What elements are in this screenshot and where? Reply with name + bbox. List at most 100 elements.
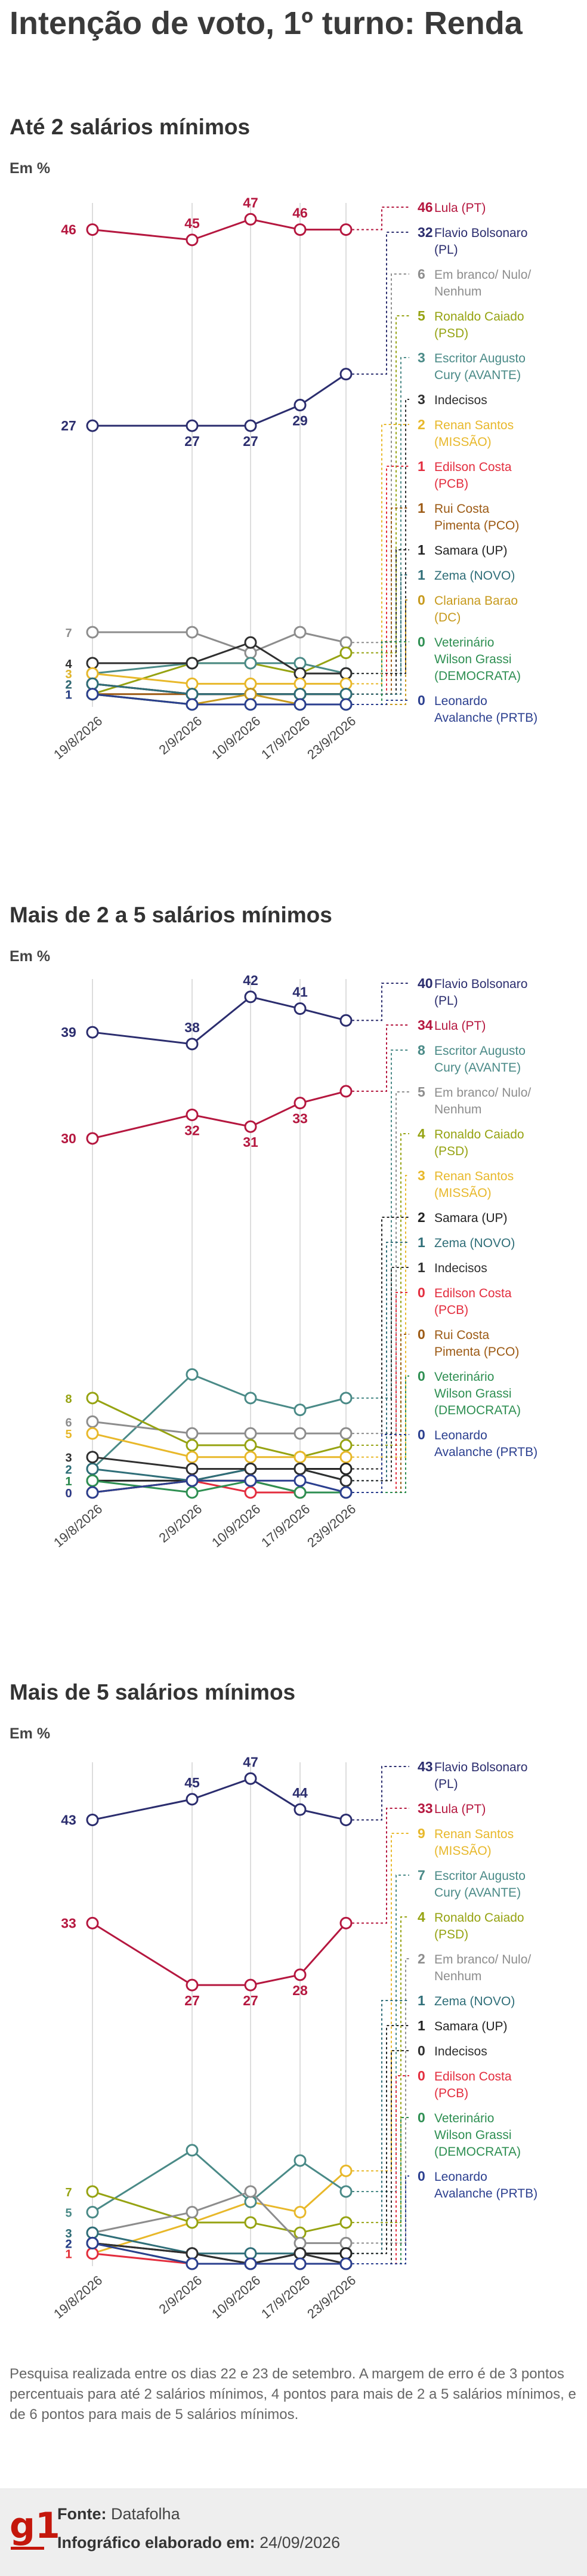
legend-label: Ronaldo Caiado bbox=[434, 310, 524, 324]
data-label: 3 bbox=[65, 1452, 72, 1465]
data-point bbox=[86, 688, 99, 701]
data-label: 28 bbox=[292, 1983, 308, 1998]
source-value: Datafolha bbox=[111, 2505, 180, 2523]
series-line bbox=[92, 682, 346, 695]
legend-label: Lula (PT) bbox=[434, 1019, 486, 1033]
data-point bbox=[339, 1085, 353, 1098]
legend-value: 7 bbox=[418, 1867, 425, 1883]
leader-line bbox=[352, 700, 409, 705]
data-point bbox=[294, 223, 307, 236]
legend-label: Zema (NOVO) bbox=[434, 1236, 515, 1250]
g1-logo: g1 bbox=[10, 2505, 60, 2547]
data-point bbox=[294, 2236, 307, 2249]
legend-label: Pimenta (PCO) bbox=[434, 519, 519, 533]
data-point bbox=[86, 1392, 99, 1405]
data-point bbox=[244, 2257, 257, 2270]
legend-label: (DC) bbox=[434, 611, 461, 624]
data-label: 1 bbox=[65, 689, 72, 702]
data-point bbox=[339, 2247, 353, 2260]
legend-label: Cury (AVANTE) bbox=[434, 368, 521, 382]
leader-line bbox=[352, 315, 409, 654]
legend-label: Zema (NOVO) bbox=[434, 569, 515, 583]
data-point bbox=[294, 626, 307, 639]
legend-label: Flavio Bolsonaro bbox=[434, 977, 527, 991]
leader-line bbox=[352, 399, 409, 675]
data-point bbox=[339, 647, 353, 660]
leader-line bbox=[352, 424, 409, 685]
data-point bbox=[186, 2247, 199, 2260]
leader-line bbox=[352, 983, 409, 1021]
data-label: 27 bbox=[243, 1993, 258, 2008]
x-tick-label: 10/9/2026 bbox=[209, 1501, 263, 1550]
legend-value: 0 bbox=[418, 592, 425, 608]
leader-line bbox=[352, 1808, 409, 1924]
legend-label: Nenhum bbox=[434, 1969, 481, 1983]
legend-value: 4 bbox=[418, 1126, 425, 1141]
data-label: 2 bbox=[65, 678, 72, 691]
data-point bbox=[244, 698, 257, 711]
data-label: 4 bbox=[65, 658, 72, 671]
data-point bbox=[86, 419, 99, 432]
legend-value: 1 bbox=[418, 1235, 425, 1250]
data-label: 1 bbox=[65, 2248, 72, 2261]
legend-label: (PL) bbox=[434, 994, 458, 1008]
legend-value: 0 bbox=[418, 2110, 425, 2125]
data-point bbox=[244, 1427, 257, 1440]
footnote: Pesquisa realizada entre os dias 22 e 23… bbox=[10, 2366, 576, 2423]
legend-label: Veterinário bbox=[434, 636, 494, 650]
legend-value: 0 bbox=[418, 634, 425, 650]
legend-label: Em branco/ Nulo/ bbox=[434, 1086, 531, 1100]
data-point bbox=[86, 1026, 99, 1039]
legend-label: Samara (UP) bbox=[434, 544, 508, 558]
data-point bbox=[339, 1474, 353, 1487]
data-label: 0 bbox=[65, 1487, 72, 1500]
data-point bbox=[86, 1916, 99, 1929]
legend-value: 0 bbox=[418, 2168, 425, 2184]
legend-label: Rui Costa bbox=[434, 502, 490, 516]
legend-value: 0 bbox=[418, 693, 425, 708]
legend-label: Pimenta (PCO) bbox=[434, 1345, 519, 1359]
data-point bbox=[294, 399, 307, 412]
data-point bbox=[294, 1803, 307, 1816]
legend-label: (DEMOCRATA) bbox=[434, 669, 521, 683]
data-label: 39 bbox=[61, 1024, 76, 1040]
legend-label: Renan Santos bbox=[434, 1827, 514, 1841]
legend-label: Leonardo bbox=[434, 2170, 487, 2184]
legend-value: 2 bbox=[418, 1951, 425, 1966]
legend-value: 5 bbox=[418, 308, 425, 324]
data-label: 1 bbox=[65, 2248, 72, 2261]
x-tick-label: 10/9/2026 bbox=[209, 713, 263, 762]
leader-line bbox=[352, 1766, 409, 1821]
data-point bbox=[86, 1813, 99, 1826]
legend-label: Em branco/ Nulo/ bbox=[434, 268, 531, 282]
data-label: 42 bbox=[243, 972, 258, 988]
x-tick-label: 2/9/2026 bbox=[156, 1501, 205, 1546]
logo-underline bbox=[11, 2547, 44, 2550]
legend-value: 46 bbox=[418, 199, 433, 215]
data-point bbox=[186, 1427, 199, 1440]
series-line bbox=[92, 996, 347, 1045]
leader-line bbox=[352, 1434, 409, 1493]
data-point bbox=[86, 1427, 99, 1440]
legend-label: Flavio Bolsonaro bbox=[434, 1761, 527, 1774]
data-point bbox=[339, 698, 353, 711]
data-point bbox=[339, 223, 353, 236]
legend-value: 0 bbox=[418, 2043, 425, 2058]
chart-3-title: Mais de 5 salários mínimos bbox=[10, 1680, 296, 1704]
data-label: 47 bbox=[243, 195, 258, 210]
legend-label: Edilson Costa bbox=[434, 1287, 512, 1300]
data-point bbox=[186, 233, 199, 247]
data-point bbox=[339, 2185, 353, 2198]
series-line bbox=[92, 2190, 346, 2244]
legend-label: Cury (AVANTE) bbox=[434, 1061, 521, 1075]
leader-line bbox=[352, 1292, 409, 1493]
data-label: 1 bbox=[65, 1475, 72, 1488]
data-point bbox=[86, 2236, 99, 2249]
data-point bbox=[294, 1486, 307, 1499]
data-label: 1 bbox=[65, 1475, 72, 1488]
data-point bbox=[86, 1415, 99, 1428]
legend-label: Wilson Grassi bbox=[434, 653, 512, 666]
data-point bbox=[86, 2226, 99, 2239]
data-point bbox=[339, 1427, 353, 1440]
leader-line bbox=[352, 1916, 409, 2223]
